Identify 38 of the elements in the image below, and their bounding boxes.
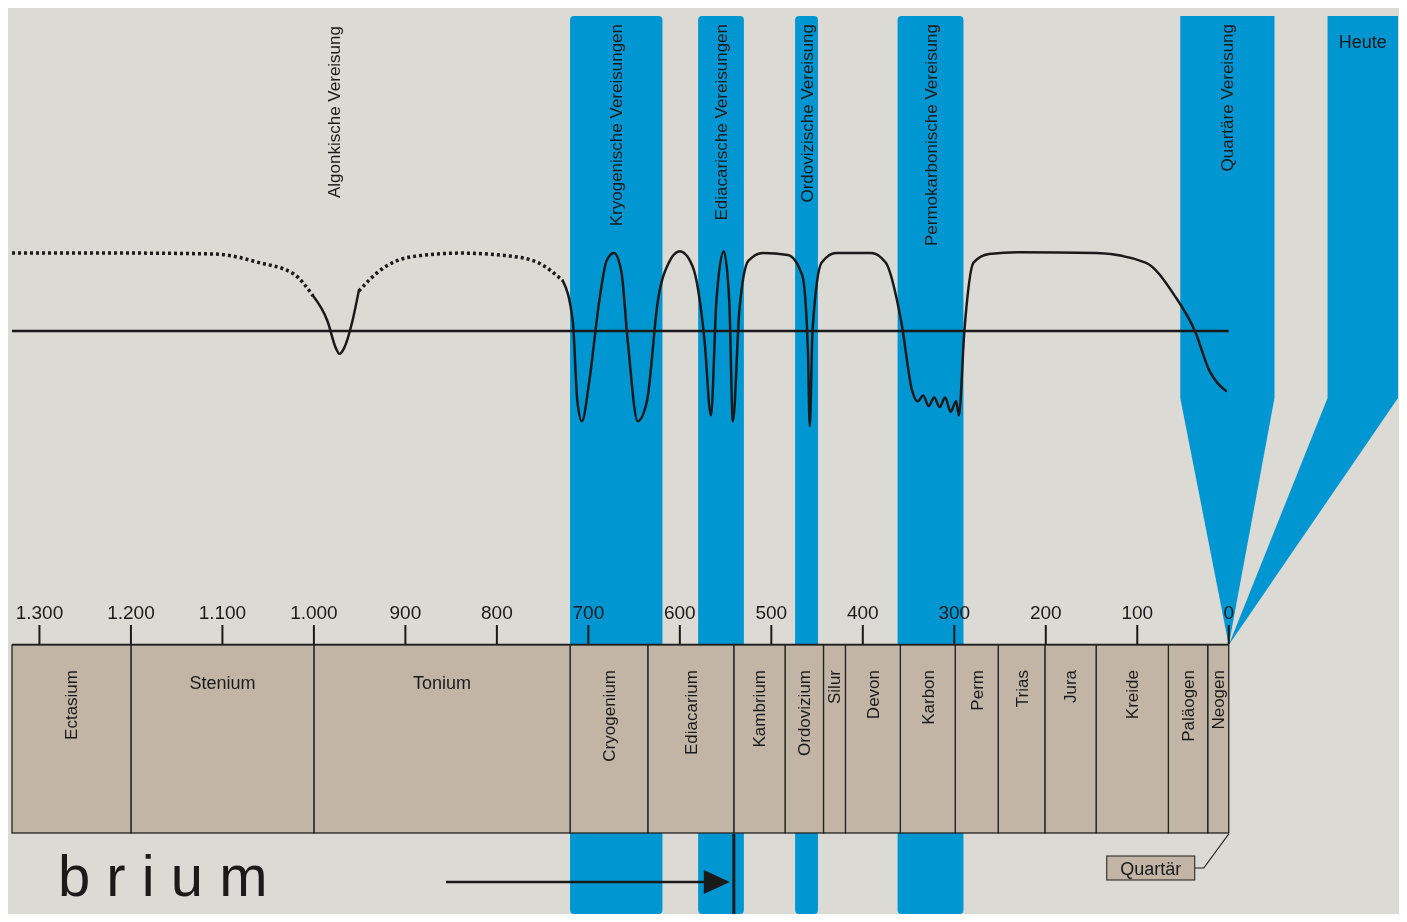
- x-tick-label: 1.100: [198, 602, 247, 623]
- band-label: Kryogenische Vereisungen: [607, 24, 627, 227]
- band-label: Permokarbonische Vereisung: [921, 24, 941, 247]
- band-label: Ordovizische Vereisung: [797, 24, 817, 203]
- series-label: Stenium: [189, 673, 256, 693]
- text: b r i u m: [58, 843, 268, 908]
- series-label: Cryogenium: [599, 670, 619, 762]
- x-tick-label: 400: [846, 602, 879, 623]
- series-label: Ectasium: [62, 670, 82, 740]
- x-tick-label: 600: [663, 602, 696, 623]
- series-label: Jura: [1061, 669, 1081, 704]
- band-label: Quartäre Vereisung: [1218, 24, 1238, 172]
- band-label: Ediacarische Vereisungen: [712, 24, 732, 221]
- series-label: Trias: [1012, 670, 1032, 708]
- x-tick-label: 1.000: [290, 602, 338, 623]
- x-tick-label: 700: [572, 602, 605, 623]
- series-label: Ordovizium: [795, 670, 815, 756]
- x-tick-label: 100: [1121, 602, 1154, 623]
- series-label: Devon: [863, 670, 883, 720]
- x-tick-label: 200: [1029, 602, 1062, 623]
- series-label: Paläogen: [1179, 670, 1199, 742]
- x-tick-label: 800: [481, 602, 513, 623]
- text: Algonkische Vereisung: [325, 26, 344, 199]
- series-label: Ediacarium: [681, 670, 701, 756]
- series-label: Neogen: [1209, 670, 1229, 730]
- x-tick-label: 500: [755, 602, 788, 623]
- series-label: Tonium: [412, 673, 471, 693]
- text: Quartär: [1120, 859, 1182, 879]
- series-label: Perm: [967, 670, 987, 711]
- x-tick-label: 1.200: [107, 602, 155, 623]
- x-tick-label: 1.300: [15, 602, 64, 623]
- series-label: Kambrium: [750, 670, 770, 748]
- series-label: Silur: [825, 669, 845, 705]
- series-label: Karbon: [918, 670, 938, 725]
- x-tick-label: 0: [1223, 602, 1235, 623]
- x-tick-label: 900: [389, 602, 422, 623]
- band-label: Heute: [1338, 32, 1387, 52]
- series-label: Kreide: [1123, 670, 1143, 720]
